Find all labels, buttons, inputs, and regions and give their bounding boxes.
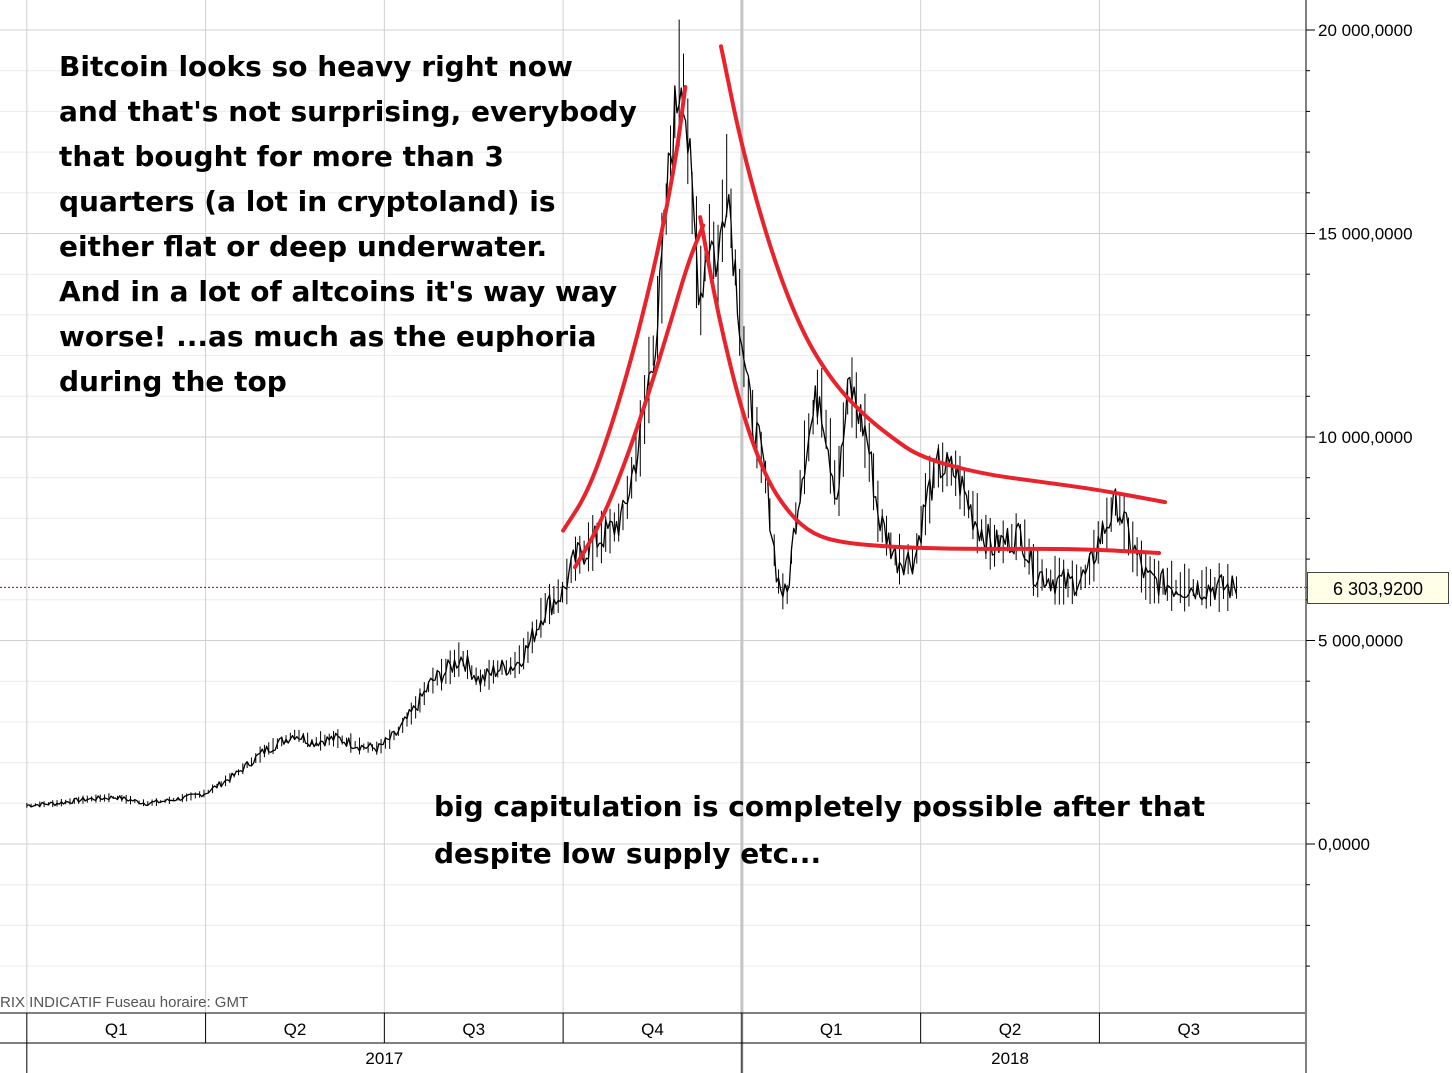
- axes: 20 000,0000 15 000,0000 10 000,0000 5 000,0…: [0, 0, 1413, 1073]
- trend-annotations: [561, 44, 1167, 570]
- note-line: that bought for more than 3: [59, 140, 504, 173]
- note-line: worse! ...as much as the euphoria: [59, 320, 597, 353]
- quarter-label: Q3: [462, 1020, 485, 1039]
- note-line: despite low supply etc...: [434, 837, 822, 870]
- quarter-label: Q3: [1177, 1020, 1200, 1039]
- annotation-text-top: Bitcoin looks so heavy right now and tha…: [59, 44, 637, 404]
- note-line: during the top: [59, 365, 287, 398]
- y-tick-label: 15 000,0000: [1318, 225, 1413, 244]
- decay-curve-upper: [719, 44, 1167, 505]
- price-series: [26, 19, 1238, 808]
- note-line: quarters (a lot in cryptoland) is: [59, 185, 556, 218]
- quarter-label: Q1: [105, 1020, 128, 1039]
- quarter-label: Q2: [284, 1020, 307, 1039]
- note-line: and that's not surprising, everybody: [59, 95, 637, 128]
- last-value-label: 6 303,9200: [1307, 572, 1449, 604]
- rise-curve-outer: [561, 85, 688, 533]
- note-line: either flat or deep underwater.: [59, 230, 548, 263]
- decay-curve-lower: [698, 215, 1161, 555]
- annotation-text-bottom: big capitulation is completely possible …: [434, 783, 1205, 877]
- footer-label: RIX INDICATIF Fuseau horaire: GMT: [0, 994, 248, 1011]
- quarter-label: Q4: [641, 1020, 664, 1039]
- y-tick-label: 20 000,0000: [1318, 21, 1413, 40]
- quarter-label: Q1: [820, 1020, 843, 1039]
- note-line: And in a lot of altcoins it's way way: [59, 275, 618, 308]
- year-label: 2017: [365, 1049, 403, 1068]
- rise-curve-inner: [573, 223, 706, 570]
- year-label: 2018: [991, 1049, 1029, 1068]
- y-tick-label: 10 000,0000: [1318, 428, 1413, 447]
- note-line: big capitulation is completely possible …: [434, 790, 1206, 823]
- note-line: Bitcoin looks so heavy right now: [59, 50, 573, 83]
- y-tick-label: 0,0000: [1318, 835, 1370, 854]
- y-tick-label: 5 000,0000: [1318, 632, 1403, 651]
- quarter-label: Q2: [999, 1020, 1022, 1039]
